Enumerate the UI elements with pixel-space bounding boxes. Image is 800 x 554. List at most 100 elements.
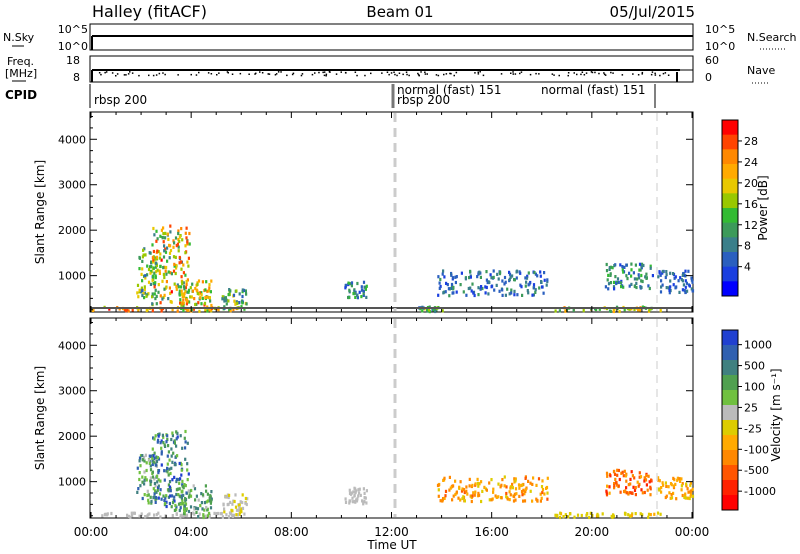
nave-point bbox=[581, 71, 584, 73]
colorbar-swatch bbox=[722, 237, 738, 253]
data-cell bbox=[630, 274, 633, 278]
data-cell bbox=[149, 464, 152, 468]
data-cell bbox=[155, 261, 158, 265]
data-cell bbox=[225, 298, 228, 302]
data-cell bbox=[210, 499, 213, 503]
x-tick-label: 08:00 bbox=[274, 525, 309, 539]
data-cell bbox=[173, 282, 176, 286]
data-cell bbox=[357, 488, 360, 492]
nave-point bbox=[259, 71, 261, 73]
data-cell bbox=[634, 512, 637, 516]
data-cell bbox=[169, 291, 172, 295]
data-cell bbox=[514, 498, 517, 502]
data-cell bbox=[173, 495, 176, 499]
data-cell bbox=[454, 479, 457, 483]
data-cell bbox=[209, 506, 213, 510]
data-cell bbox=[686, 487, 689, 491]
data-cell bbox=[623, 308, 626, 312]
data-cell bbox=[233, 299, 236, 303]
data-cell bbox=[472, 291, 475, 295]
data-cell bbox=[187, 308, 190, 312]
data-cell bbox=[144, 453, 147, 457]
data-cell bbox=[178, 261, 181, 265]
data-cell bbox=[204, 514, 207, 518]
data-cell bbox=[151, 292, 154, 296]
colorbar-tick-label: -500 bbox=[744, 464, 769, 477]
data-cell bbox=[522, 482, 525, 487]
data-cell bbox=[171, 501, 175, 505]
data-cell bbox=[616, 277, 620, 281]
data-cell bbox=[142, 291, 145, 295]
data-cell bbox=[217, 308, 220, 312]
data-cell bbox=[106, 512, 109, 516]
data-cell bbox=[186, 240, 189, 244]
nave-point bbox=[553, 74, 555, 76]
data-cell bbox=[166, 462, 169, 466]
data-cell bbox=[175, 287, 178, 291]
colorbar-swatch bbox=[722, 134, 738, 150]
data-cell bbox=[681, 288, 684, 292]
nave-point bbox=[449, 72, 451, 75]
data-cell bbox=[170, 447, 173, 451]
data-cell bbox=[347, 295, 350, 300]
data-cell bbox=[227, 293, 230, 297]
data-cell bbox=[181, 483, 184, 487]
data-cell bbox=[168, 251, 172, 255]
nave-point bbox=[190, 73, 192, 76]
data-cell bbox=[638, 471, 641, 475]
data-cell bbox=[148, 265, 152, 269]
data-cell bbox=[651, 274, 654, 278]
nave-point bbox=[98, 72, 101, 74]
data-cell bbox=[140, 286, 143, 290]
data-cell bbox=[141, 259, 144, 263]
data-cell bbox=[181, 479, 184, 483]
colorbar-swatch bbox=[722, 465, 738, 481]
data-cell bbox=[613, 264, 616, 268]
data-cell bbox=[358, 487, 361, 491]
data-cell bbox=[362, 487, 365, 491]
data-cell bbox=[444, 494, 447, 498]
nave-point bbox=[104, 71, 106, 74]
data-cell bbox=[441, 272, 444, 276]
data-cell bbox=[238, 301, 241, 305]
data-cell bbox=[350, 284, 353, 288]
data-cell bbox=[167, 495, 170, 499]
data-cell bbox=[442, 497, 445, 501]
data-cell bbox=[689, 494, 692, 498]
data-cell bbox=[159, 441, 162, 445]
data-cell bbox=[164, 496, 167, 500]
data-cell bbox=[168, 501, 171, 506]
data-cell bbox=[155, 294, 158, 298]
data-cell bbox=[356, 293, 359, 297]
data-cell bbox=[174, 271, 177, 276]
velocity-frame bbox=[89, 317, 694, 519]
colorbar-swatch bbox=[722, 375, 738, 391]
data-cell bbox=[630, 513, 633, 517]
data-cell bbox=[246, 497, 249, 501]
data-cell bbox=[244, 496, 247, 501]
data-cell bbox=[245, 292, 248, 296]
data-cell bbox=[177, 493, 180, 497]
data-cell bbox=[610, 514, 613, 518]
data-cell bbox=[143, 459, 146, 463]
data-cell bbox=[171, 460, 174, 464]
data-cell bbox=[175, 479, 178, 484]
data-cell bbox=[657, 487, 660, 491]
data-cell bbox=[488, 280, 491, 285]
data-cell bbox=[541, 488, 545, 492]
data-cell bbox=[206, 508, 209, 512]
data-cell bbox=[526, 289, 529, 293]
data-cell bbox=[612, 280, 616, 284]
colorbar-tick-label: -1000 bbox=[744, 485, 776, 498]
nave-point bbox=[424, 73, 427, 75]
data-cell bbox=[540, 280, 543, 284]
data-cell bbox=[184, 497, 187, 501]
data-cell bbox=[678, 477, 681, 481]
data-cell bbox=[201, 280, 204, 284]
data-cell bbox=[164, 231, 167, 235]
data-cell bbox=[183, 436, 186, 440]
data-cell bbox=[450, 286, 453, 290]
data-cell bbox=[527, 479, 530, 483]
data-cell bbox=[154, 489, 157, 493]
nave-point bbox=[621, 74, 624, 76]
